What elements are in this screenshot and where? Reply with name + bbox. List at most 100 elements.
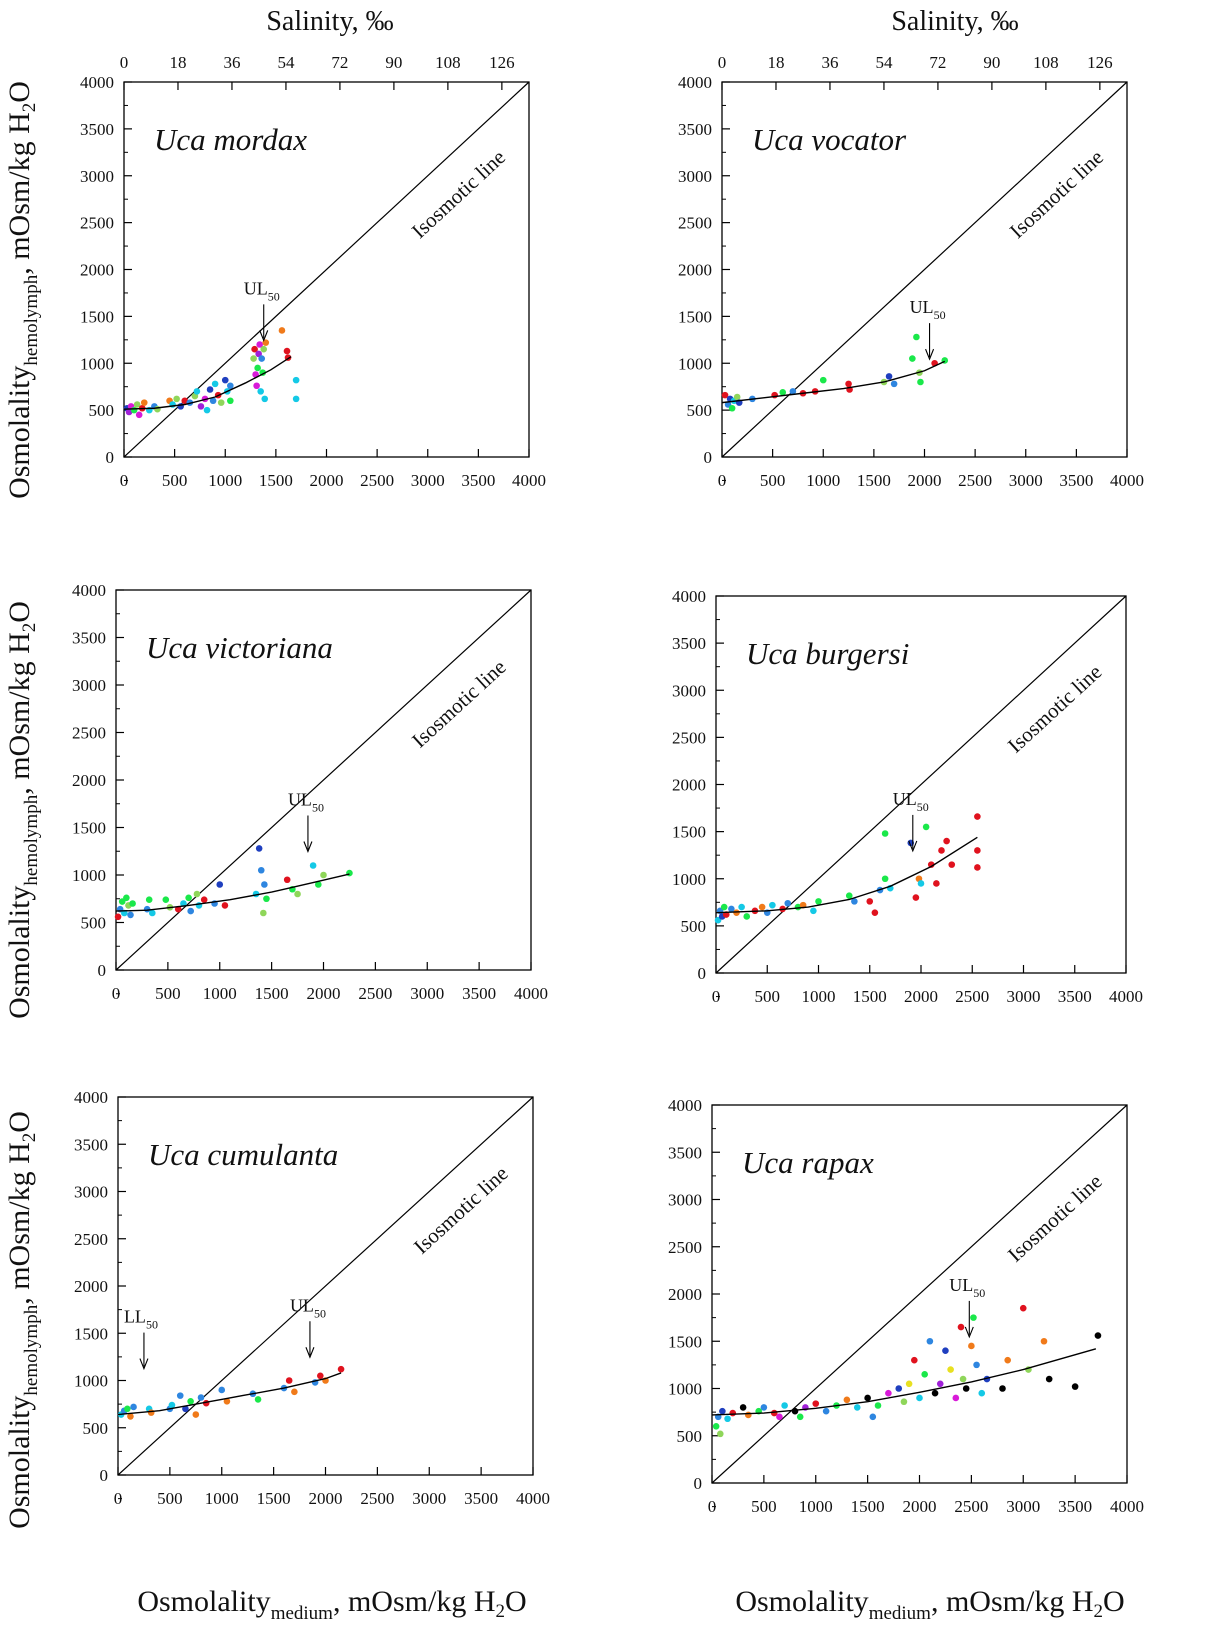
x-tick-label: 0 xyxy=(114,1489,123,1508)
data-point xyxy=(123,894,130,902)
data-point xyxy=(262,339,270,346)
data-point xyxy=(864,1394,871,1402)
salinity-tick-label: 0 xyxy=(718,53,727,72)
data-point xyxy=(154,405,161,413)
data-point xyxy=(255,845,263,852)
data-point xyxy=(721,391,729,399)
data-point xyxy=(957,1323,965,1331)
data-point xyxy=(197,403,205,410)
data-point xyxy=(943,837,950,845)
annotation-arrow-head xyxy=(908,840,918,853)
salinity-tick-label: 72 xyxy=(929,53,946,72)
data-point xyxy=(260,345,268,353)
isosmotic-line xyxy=(115,589,532,971)
y-axis-title-row2: Osmolalityhemolymph, mOsm/kg H2O xyxy=(3,601,42,1019)
data-point xyxy=(147,1409,155,1416)
data-point xyxy=(227,397,234,405)
data-point xyxy=(933,880,940,887)
data-point xyxy=(760,1404,768,1411)
x-tick-label: 2500 xyxy=(954,1497,988,1516)
x-tick-label: 3500 xyxy=(462,984,496,1003)
y-tick-label: 4000 xyxy=(668,1096,702,1115)
data-point xyxy=(253,382,260,390)
x-tick-label: 4000 xyxy=(516,1489,550,1508)
y-tick-label: 500 xyxy=(81,914,107,933)
y-tick-label: 1500 xyxy=(74,1324,108,1343)
y-tick-label: 0 xyxy=(698,964,707,983)
x-tick-label: 1500 xyxy=(257,1489,291,1508)
salinity-tick-label: 108 xyxy=(1033,53,1059,72)
fit-curve xyxy=(123,356,292,410)
x-tick-label: 2000 xyxy=(903,1497,937,1516)
data-point xyxy=(970,1314,977,1321)
data-point xyxy=(815,898,822,905)
y-axis-title-row3: Osmolalityhemolymph, mOsm/kg H2O xyxy=(3,1111,42,1529)
y-tick-label: 2500 xyxy=(80,214,114,233)
data-point xyxy=(948,861,956,868)
data-point xyxy=(145,896,153,903)
panel-uca-rapax: Isosmotic line 0 500 1000 1500 2000 2500 3000 35… xyxy=(668,1096,1144,1516)
data-point xyxy=(758,903,766,911)
data-point xyxy=(254,1396,262,1403)
annotation-arrow-head xyxy=(964,1326,974,1339)
species-title: Uca rapax xyxy=(742,1145,874,1180)
y-tick-label: 2000 xyxy=(672,776,706,795)
y-tick-label: 3000 xyxy=(678,167,712,186)
data-point xyxy=(729,1409,737,1417)
panel-uca-cumulanta: Isosmotic line 0 500 1000 1500 2000 2500 3000 35… xyxy=(74,1088,550,1508)
annotation-arrow-head xyxy=(303,841,313,853)
data-point xyxy=(203,406,211,414)
data-point xyxy=(974,864,981,871)
y-tick-label: 2500 xyxy=(74,1230,108,1249)
data-point xyxy=(913,333,920,341)
annotation-label: LL50 xyxy=(124,1307,158,1332)
panel-uca-vocator: Isosmotic line 0 500 1000 1500 2000 2500 3000 35… xyxy=(678,53,1144,490)
data-point xyxy=(733,393,741,401)
data-point xyxy=(1040,1337,1048,1345)
y-tick-label: 4000 xyxy=(74,1088,108,1107)
data-point xyxy=(192,1411,200,1418)
salinity-tick-label: 126 xyxy=(489,53,515,72)
fit-curve xyxy=(711,1348,1097,1416)
data-point xyxy=(720,903,728,911)
panel-uca-mordax: Isosmotic line 0 500 1000 1500 2000 2500 3000 35… xyxy=(80,53,546,490)
annotation-label: UL50 xyxy=(893,789,929,814)
isosmotic-line xyxy=(711,1104,1128,1484)
data-point xyxy=(912,894,920,901)
y-tick-label: 2500 xyxy=(672,728,706,747)
data-point xyxy=(874,1402,882,1409)
fit-curve xyxy=(117,1372,342,1416)
data-point xyxy=(1019,1304,1027,1312)
x-tick-label: 2000 xyxy=(904,987,938,1006)
x-tick-label: 2500 xyxy=(360,1489,394,1508)
x-tick-label: 3000 xyxy=(412,1489,446,1508)
data-point xyxy=(114,913,122,921)
x-tick-label: 3000 xyxy=(411,471,445,490)
data-point xyxy=(738,903,745,911)
data-point xyxy=(263,895,270,903)
data-point xyxy=(866,898,874,905)
annotation-arrow-head xyxy=(305,1347,315,1359)
isosmotic-label: Isosmotic line xyxy=(407,145,510,243)
x-tick-label: 1000 xyxy=(203,984,237,1003)
x-tick-label: 3000 xyxy=(1007,987,1041,1006)
x-tick-label: 3000 xyxy=(410,984,444,1003)
y-tick-label: 3000 xyxy=(72,676,106,695)
data-point xyxy=(900,1398,908,1406)
data-point xyxy=(973,1361,980,1369)
x-tick-label: 0 xyxy=(718,471,727,490)
x-tick-label: 2500 xyxy=(360,471,394,490)
y-tick-label: 3000 xyxy=(74,1183,108,1202)
x-tick-label: 1500 xyxy=(259,471,293,490)
y-tick-label: 3500 xyxy=(74,1135,108,1154)
data-point xyxy=(309,862,317,869)
data-point xyxy=(745,1411,752,1419)
y-tick-label: 1500 xyxy=(72,819,106,838)
data-point xyxy=(127,1413,134,1420)
x-tick-label: 500 xyxy=(155,984,181,1003)
annotation-arrow-head xyxy=(925,348,935,361)
data-point xyxy=(719,1407,726,1415)
y-tick-label: 2000 xyxy=(80,261,114,280)
data-point xyxy=(822,1407,830,1415)
